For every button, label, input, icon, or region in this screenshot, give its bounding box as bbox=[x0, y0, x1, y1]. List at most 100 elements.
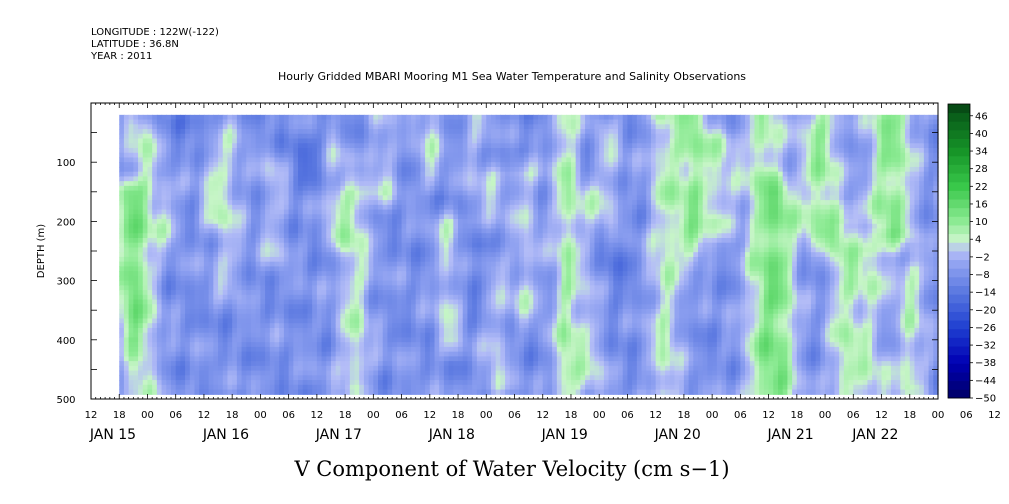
heatmap-cell bbox=[316, 152, 323, 159]
heatmap-cell bbox=[316, 223, 323, 230]
heatmap-cell bbox=[288, 290, 294, 296]
heatmap-cell bbox=[246, 237, 252, 244]
heatmap-cell bbox=[481, 237, 487, 244]
heatmap-cell bbox=[448, 361, 454, 367]
heatmap-cell bbox=[392, 356, 398, 362]
heatmap-cell bbox=[420, 223, 426, 230]
heatmap-cell bbox=[453, 209, 459, 215]
heatmap-cell bbox=[128, 204, 134, 211]
heatmap-cell bbox=[213, 380, 219, 386]
heatmap-cell bbox=[330, 342, 337, 348]
heatmap-cell bbox=[316, 233, 323, 239]
heatmap-cell bbox=[274, 237, 280, 244]
heatmap-cell bbox=[175, 370, 182, 376]
heatmap-cell bbox=[293, 143, 299, 149]
heatmap-cell bbox=[208, 181, 214, 187]
heatmap-cell bbox=[500, 252, 506, 258]
heatmap-cell bbox=[462, 133, 469, 140]
heatmap-cell bbox=[378, 271, 384, 277]
heatmap-cell bbox=[340, 342, 346, 348]
heatmap-cell bbox=[462, 190, 469, 196]
heatmap-cell bbox=[321, 214, 327, 220]
heatmap-cell bbox=[152, 133, 158, 140]
heatmap-cell bbox=[302, 323, 309, 329]
heatmap-cell bbox=[283, 365, 290, 372]
heatmap-cell bbox=[330, 290, 337, 296]
heatmap-cell bbox=[265, 370, 271, 376]
heatmap-cell bbox=[180, 332, 186, 339]
heatmap-cell bbox=[425, 380, 431, 386]
heatmap-cell bbox=[505, 166, 511, 173]
heatmap-cell bbox=[133, 157, 139, 163]
heatmap-cell bbox=[373, 223, 379, 230]
heatmap-cell bbox=[434, 351, 440, 357]
heatmap-cell bbox=[274, 346, 280, 353]
heatmap-cell bbox=[302, 370, 309, 376]
heatmap-cell bbox=[335, 365, 341, 372]
heatmap-cell bbox=[490, 157, 497, 163]
heatmap-cell bbox=[467, 219, 473, 225]
heatmap-cell bbox=[481, 327, 487, 334]
heatmap-cell bbox=[410, 275, 417, 282]
heatmap-cell bbox=[401, 143, 407, 149]
heatmap-cell bbox=[138, 327, 144, 334]
heatmap-cell bbox=[147, 351, 153, 357]
heatmap-cell bbox=[161, 147, 167, 154]
heatmap-cell bbox=[288, 309, 294, 315]
heatmap-cell bbox=[307, 195, 313, 201]
heatmap-cell bbox=[321, 290, 327, 296]
heatmap-cell bbox=[392, 166, 398, 173]
heatmap-cell bbox=[288, 299, 294, 305]
heatmap-cell bbox=[396, 332, 403, 339]
heatmap-cell bbox=[392, 375, 398, 381]
heatmap-cell bbox=[213, 332, 219, 339]
heatmap-cell bbox=[429, 195, 436, 201]
heatmap-cell bbox=[396, 323, 403, 329]
heatmap-cell bbox=[283, 290, 290, 296]
heatmap-cell bbox=[298, 304, 304, 310]
heatmap-cell bbox=[509, 237, 516, 244]
heatmap-cell bbox=[415, 370, 421, 376]
heatmap-cell bbox=[378, 309, 384, 315]
heatmap-cell bbox=[147, 342, 153, 348]
heatmap-cell bbox=[208, 294, 214, 301]
heatmap-cell bbox=[312, 152, 318, 159]
heatmap-cell bbox=[283, 219, 290, 225]
heatmap-cell bbox=[467, 119, 473, 125]
heatmap-cell bbox=[476, 209, 483, 215]
heatmap-cell bbox=[396, 256, 403, 263]
heatmap-cell bbox=[382, 384, 389, 391]
heatmap-cell bbox=[420, 214, 426, 220]
heatmap-cell bbox=[490, 332, 497, 339]
heatmap-cell bbox=[420, 356, 426, 362]
heatmap-cell bbox=[279, 304, 285, 310]
heatmap-cell bbox=[119, 247, 125, 253]
heatmap-cell bbox=[378, 332, 384, 339]
heatmap-cell bbox=[448, 143, 454, 149]
heatmap-cell bbox=[232, 266, 238, 272]
heatmap-cell bbox=[420, 327, 426, 334]
heatmap-cell bbox=[246, 133, 252, 140]
heatmap-cell bbox=[128, 332, 134, 339]
heatmap-cell bbox=[194, 209, 200, 215]
heatmap-cell bbox=[349, 256, 356, 263]
heatmap-cell bbox=[222, 162, 229, 168]
heatmap-cell bbox=[429, 337, 436, 343]
heatmap-cell bbox=[199, 280, 205, 286]
heatmap-cell bbox=[472, 195, 478, 201]
heatmap-cell bbox=[175, 114, 182, 121]
heatmap-cell bbox=[250, 124, 257, 130]
heatmap-cell bbox=[208, 275, 214, 282]
heatmap-cell bbox=[180, 247, 186, 253]
heatmap-cell bbox=[415, 271, 421, 277]
heatmap-cell bbox=[133, 356, 139, 362]
heatmap-cell bbox=[161, 124, 167, 130]
heatmap-cell bbox=[387, 346, 393, 353]
heatmap-cell bbox=[156, 252, 163, 258]
heatmap-cell bbox=[359, 266, 365, 272]
heatmap-cell bbox=[161, 280, 167, 286]
heatmap-cell bbox=[236, 256, 243, 263]
heatmap-cell bbox=[420, 157, 426, 163]
heatmap-cell bbox=[378, 162, 384, 168]
heatmap-cell bbox=[410, 337, 417, 343]
